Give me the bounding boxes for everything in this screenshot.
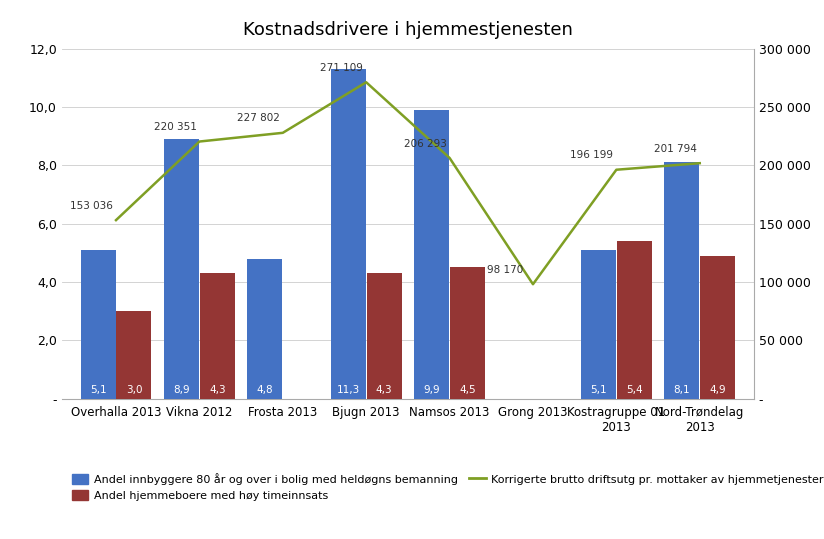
Text: 153 036: 153 036 — [70, 201, 113, 211]
Text: 8,9: 8,9 — [173, 385, 190, 396]
Bar — [199, 273, 235, 399]
Bar — [664, 162, 700, 399]
Text: 271 109: 271 109 — [321, 63, 363, 73]
Bar — [81, 250, 115, 399]
Bar — [164, 139, 199, 399]
Bar — [247, 259, 283, 399]
Text: 11,3: 11,3 — [337, 385, 360, 396]
Text: 4,8: 4,8 — [256, 385, 274, 396]
Title: Kostnadsdrivere i hjemmestjenesten: Kostnadsdrivere i hjemmestjenesten — [243, 20, 573, 39]
Bar — [367, 273, 401, 399]
Text: 8,1: 8,1 — [673, 385, 691, 396]
Bar — [617, 241, 652, 399]
Text: 5,1: 5,1 — [90, 385, 106, 396]
Text: 4,9: 4,9 — [709, 385, 726, 396]
Text: 220 351: 220 351 — [153, 122, 196, 132]
Text: -: - — [549, 385, 553, 396]
Text: 4,3: 4,3 — [209, 385, 226, 396]
Legend: Andel innbyggere 80 år og over i bolig med heldøgns bemanning, Andel hjemmeboere: Andel innbyggere 80 år og over i bolig m… — [68, 468, 824, 506]
Bar — [414, 110, 449, 399]
Text: 3,0: 3,0 — [126, 385, 143, 396]
Text: 5,1: 5,1 — [590, 385, 606, 396]
Text: 227 802: 227 802 — [237, 114, 280, 123]
Text: -: - — [299, 385, 302, 396]
Text: 98 170: 98 170 — [487, 265, 523, 275]
Bar — [450, 267, 485, 399]
Text: 201 794: 201 794 — [654, 144, 697, 154]
Text: 5,4: 5,4 — [626, 385, 643, 396]
Text: 4,3: 4,3 — [376, 385, 392, 396]
Text: 206 293: 206 293 — [404, 139, 447, 149]
Bar — [581, 250, 616, 399]
Text: -: - — [513, 385, 517, 396]
Bar — [330, 69, 366, 399]
Text: 4,5: 4,5 — [459, 385, 475, 396]
Text: 196 199: 196 199 — [570, 150, 614, 161]
Text: 9,9: 9,9 — [424, 385, 440, 396]
Bar — [116, 311, 152, 399]
Bar — [700, 256, 735, 399]
